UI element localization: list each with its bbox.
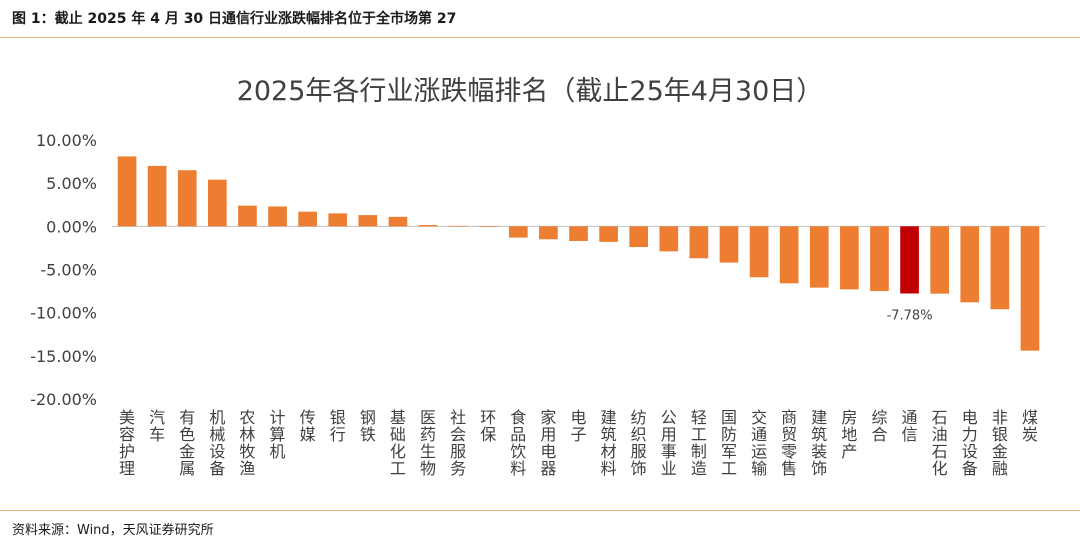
y-tick-label: 5.00% <box>46 174 97 193</box>
x-tick-label: 通信 <box>902 408 918 444</box>
bar <box>298 211 317 227</box>
bar <box>930 226 949 294</box>
bar <box>779 226 799 284</box>
bar <box>539 226 558 240</box>
x-tick-label: 交通运输 <box>751 408 767 478</box>
x-tick-label: 社会服务 <box>450 408 466 478</box>
x-axis-labels: 美容护理汽车有色金属机械设备农林牧渔计算机传媒银行钢铁基础化工医药生物社会服务环… <box>119 408 1038 478</box>
y-tick-label: 10.00% <box>36 131 97 150</box>
y-axis: 10.00% 5.00% 0.00% -5.00% -10.00% -15.00% -20.… <box>30 131 97 409</box>
y-tick-label: -5.00% <box>40 261 97 280</box>
x-tick-label: 商贸零售 <box>781 408 797 478</box>
x-tick-label: 石油石化 <box>932 408 948 478</box>
x-tick-label: 综合 <box>871 408 887 444</box>
y-tick-label: -10.00% <box>30 304 97 323</box>
x-tick-label: 美容护理 <box>119 408 135 478</box>
x-tick-label: 环保 <box>480 408 496 444</box>
bar <box>749 226 769 278</box>
bar <box>689 226 709 259</box>
bar <box>659 226 679 252</box>
bar <box>358 215 378 227</box>
x-tick-label: 轻工制造 <box>691 408 707 478</box>
x-tick-label: 房地产 <box>841 408 857 461</box>
bar <box>629 226 649 248</box>
bar <box>208 179 227 227</box>
x-tick-label: 基础化工 <box>390 408 406 478</box>
x-tick-label: 电力设备 <box>962 408 978 478</box>
y-tick-label: -20.00% <box>30 390 97 409</box>
x-tick-label: 钢铁 <box>360 408 376 444</box>
x-tick-label: 煤炭 <box>1022 408 1038 444</box>
figure-caption: 图 1：截止 2025 年 4 月 30 日通信行业涨跌幅排名位于全市场第 27 <box>12 11 457 27</box>
x-tick-label: 计算机 <box>270 408 286 461</box>
x-tick-label: 国防军工 <box>721 408 737 478</box>
bar <box>117 156 137 227</box>
x-tick-label: 食品饮料 <box>510 408 526 478</box>
bar <box>177 170 197 227</box>
highlight-value-label: -7.78% <box>887 309 933 324</box>
bar <box>719 226 739 263</box>
top-divider <box>0 37 1080 38</box>
x-tick-label: 传媒 <box>300 408 316 444</box>
x-tick-label: 建筑材料 <box>601 408 617 478</box>
x-tick-label: 汽车 <box>149 408 165 444</box>
source-note: 资料来源：Wind，天风证券研究所 <box>12 523 214 538</box>
bar <box>809 226 829 288</box>
x-tick-label: 公用事业 <box>661 408 677 478</box>
x-tick-label: 电子 <box>570 408 586 444</box>
bar-series <box>117 156 1040 351</box>
bar <box>840 226 859 290</box>
bar <box>960 226 980 303</box>
bar <box>508 226 528 238</box>
bar <box>569 226 588 242</box>
bar-chart: 2025年各行业涨跌幅排名（截止25年4月30日） 10.00% 5.00% 0.0… <box>30 76 1045 478</box>
bar <box>1020 226 1040 351</box>
y-tick-label: -15.00% <box>30 347 97 366</box>
bar <box>870 226 889 292</box>
bar <box>147 165 167 227</box>
y-tick-label: 0.00% <box>46 217 97 236</box>
bar <box>418 225 438 227</box>
x-tick-label: 家用电器 <box>540 408 556 478</box>
bar <box>388 216 408 227</box>
bottom-divider <box>0 510 1080 511</box>
bar <box>448 225 468 227</box>
bar <box>990 226 1010 310</box>
x-tick-label: 农林牧渔 <box>239 408 255 478</box>
x-tick-label: 医药生物 <box>420 408 436 478</box>
bar <box>478 226 498 227</box>
bar <box>238 205 257 227</box>
x-tick-label: 机械设备 <box>209 408 225 478</box>
x-tick-label: 纺织服饰 <box>631 408 647 478</box>
chart-title: 2025年各行业涨跌幅排名（截止25年4月30日） <box>237 76 824 107</box>
x-tick-label: 银行 <box>330 408 346 444</box>
bar <box>328 213 348 227</box>
bar <box>268 206 287 227</box>
x-tick-label: 有色金属 <box>179 408 195 478</box>
x-tick-label: 建筑装饰 <box>811 408 827 478</box>
bar <box>599 226 618 242</box>
bar <box>900 226 919 294</box>
x-tick-label: 非银金融 <box>992 408 1008 478</box>
